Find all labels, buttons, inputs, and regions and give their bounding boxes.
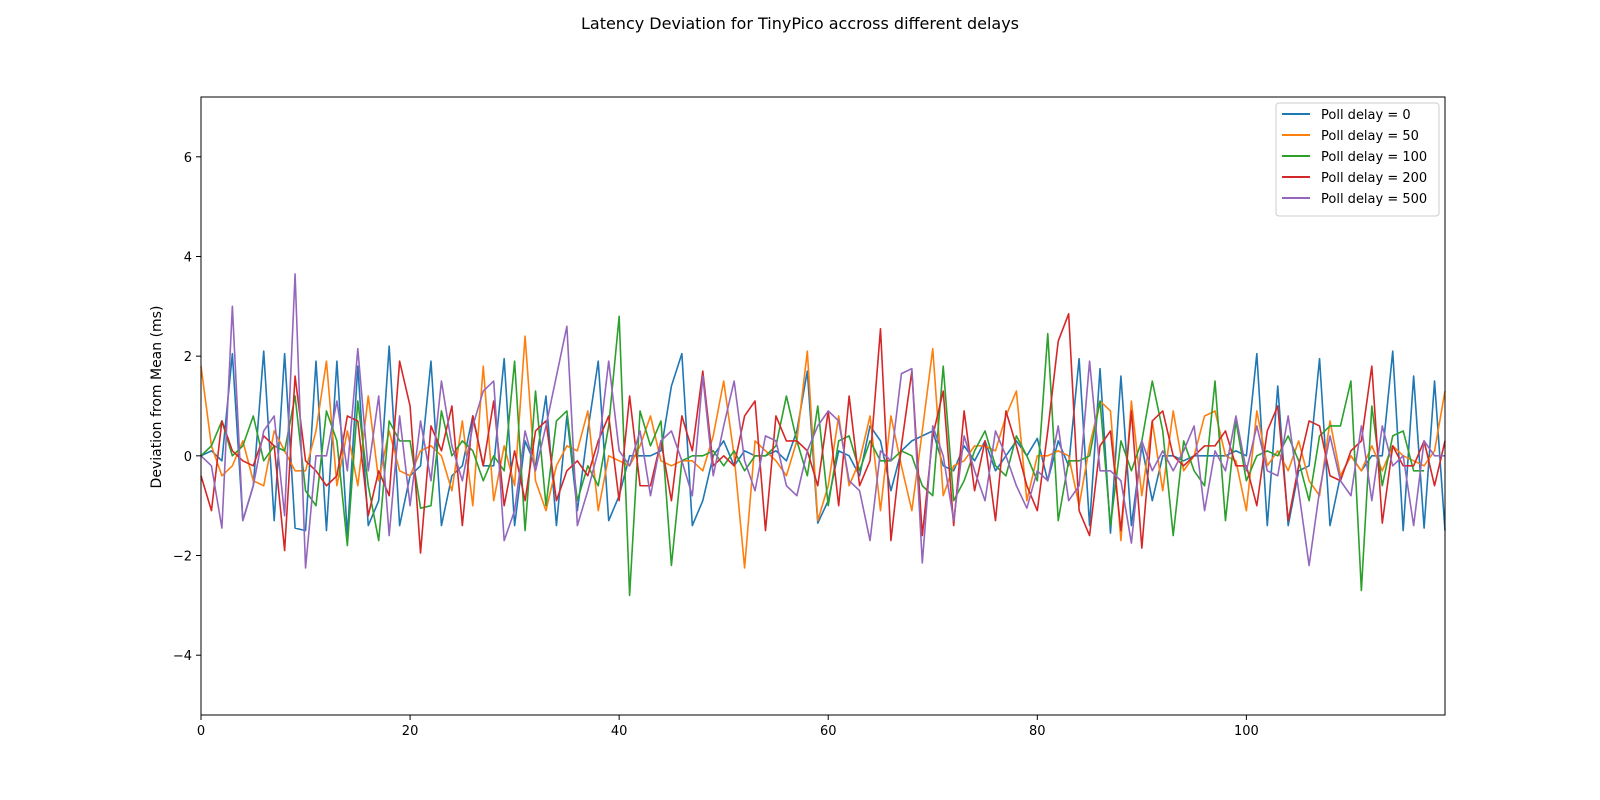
x-tick-label: 20 — [402, 724, 419, 739]
series-line-4 — [200, 273, 1445, 569]
x-tick-label: 60 — [820, 724, 837, 739]
y-tick-label: −4 — [173, 649, 192, 664]
series-layer — [200, 273, 1446, 597]
legend-label-4: Poll delay = 500 — [1321, 192, 1427, 207]
legend-label-1: Poll delay = 50 — [1321, 129, 1419, 144]
y-tick-label: 6 — [184, 151, 192, 166]
legend-label-2: Poll delay = 100 — [1321, 150, 1427, 165]
legend-label-3: Poll delay = 200 — [1321, 171, 1427, 186]
series-line-3 — [200, 312, 1446, 554]
y-tick-label: 2 — [184, 350, 192, 365]
axes-layer: 0 20 40 60 80 100 −4 −2 0 2 4 6 — [173, 96, 1446, 739]
series-line-1 — [200, 335, 1446, 569]
legend-box — [1275, 102, 1440, 217]
x-tick-label: 40 — [611, 724, 628, 739]
legend: Poll delay = 0 Poll delay = 50 Poll delay … — [1275, 102, 1440, 217]
y-tick-label: −2 — [173, 550, 192, 565]
x-tick-label: 80 — [1029, 724, 1046, 739]
legend-label-0: Poll delay = 0 — [1321, 108, 1411, 123]
chart-title: Latency Deviation for TinyPico accross d… — [581, 14, 1019, 33]
y-axis-label: Deviation from Mean (ms) — [149, 306, 165, 489]
plot-frame — [200, 96, 1446, 716]
series-line-2 — [200, 315, 1425, 597]
y-tick-label: 4 — [184, 250, 192, 265]
x-tick-label: 0 — [197, 724, 205, 739]
y-tick-label: 0 — [184, 450, 192, 465]
x-tick-label: 100 — [1234, 724, 1259, 739]
